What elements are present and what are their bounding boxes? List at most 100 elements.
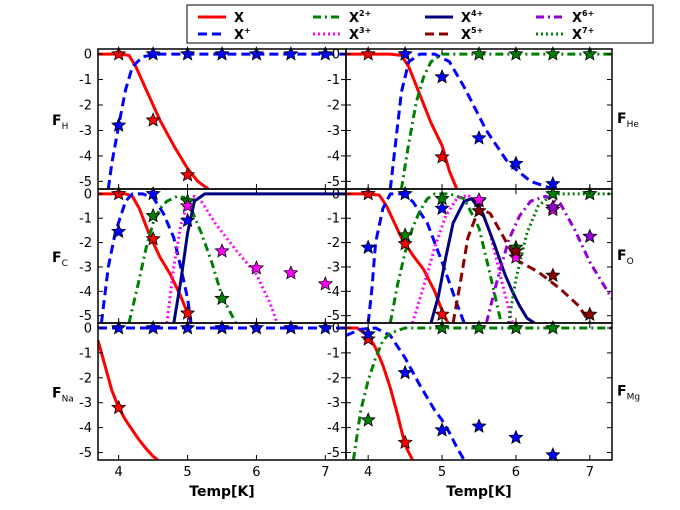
star-marker-O-X5 xyxy=(508,243,524,258)
panel-Mg: 0 -1 -2 -3 -4 -5 4 5 6 7 FMg xyxy=(327,319,640,480)
star-marker-O-X1 xyxy=(397,185,413,201)
series-line-O-X5 xyxy=(451,207,592,323)
star-marker-Mg-X2 xyxy=(545,319,561,335)
x-tick-label: 4 xyxy=(115,465,123,480)
legend-item-X1: X+ xyxy=(198,26,251,43)
star-marker-He-X2 xyxy=(545,46,561,61)
star-marker-Mg-X1 xyxy=(397,364,413,380)
star-marker-H-X xyxy=(179,166,196,182)
y-tick-label: -3 xyxy=(79,260,92,275)
panel-C: 0 -1 -2 -3 -4 -5 FC xyxy=(52,185,347,324)
star-marker-C-X3 xyxy=(283,265,299,280)
star-marker-Mg-X2 xyxy=(471,319,487,335)
star-marker-O-X5 xyxy=(471,202,487,218)
y-tick-label: -1 xyxy=(79,73,92,88)
x-axis-label-left: Temp[K] xyxy=(189,484,254,500)
legend-label: X7+ xyxy=(572,26,594,43)
star-marker-O-X6 xyxy=(545,199,561,214)
star-marker-Mg-X xyxy=(360,331,376,346)
y-tick-label: -2 xyxy=(79,99,92,114)
x-tick-label: 7 xyxy=(586,465,594,480)
legend-item-X3: X3+ xyxy=(313,26,371,43)
star-marker-C-X1 xyxy=(110,223,127,239)
star-marker-Mg-X2 xyxy=(360,412,376,427)
star-marker-O-X5 xyxy=(545,267,561,283)
panel-grid: 0 -1 -2 -3 -4 -5 FH 0 -1 -2 -3 -4 -5 FHe 0 -1 -2 -3 -4 -5 FC… xyxy=(52,46,640,480)
legend-item-X4: X4+ xyxy=(425,9,483,26)
series-line-Mg-X2 xyxy=(351,326,612,460)
legend-label: X xyxy=(234,11,244,26)
legend: XX+ X2+X3+ X4+X5+ X6+X7+ xyxy=(186,4,654,44)
star-marker-C-X3 xyxy=(248,260,265,275)
x-tick-label: 5 xyxy=(183,465,191,480)
star-marker-H-X xyxy=(145,112,161,127)
legend-item-X: X xyxy=(198,11,244,26)
x-tick-label: 7 xyxy=(321,465,329,480)
y-tick-label: -5 xyxy=(327,175,340,190)
y-tick-label: -1 xyxy=(327,346,340,361)
panel-label-He: FHe xyxy=(617,111,639,130)
star-marker-He-X xyxy=(434,149,450,164)
y-tick-label: -1 xyxy=(327,212,340,227)
y-tick-label: -5 xyxy=(79,309,92,324)
star-marker-Mg-X1 xyxy=(360,326,376,341)
legend-label: X5+ xyxy=(461,26,483,43)
y-tick-label: -2 xyxy=(327,236,340,251)
panel-frame xyxy=(345,322,613,461)
y-tick-label: -4 xyxy=(79,149,92,164)
star-marker-Mg-X1 xyxy=(545,446,561,462)
star-marker-C-X1 xyxy=(145,185,161,201)
panel-H: 0 -1 -2 -3 -4 -5 FH xyxy=(52,46,347,190)
panel-label-O: FO xyxy=(617,248,634,267)
star-marker-C-X3 xyxy=(214,243,230,258)
y-tick-label: 0 xyxy=(332,187,340,202)
y-tick-label: -3 xyxy=(327,124,340,139)
series-line-C-X2 xyxy=(127,194,238,323)
star-marker-O-X2 xyxy=(397,227,413,242)
star-marker-Na-X1 xyxy=(145,319,161,335)
legend-label: X+ xyxy=(234,26,251,43)
y-tick-label: -1 xyxy=(327,73,340,88)
y-tick-label: 0 xyxy=(332,48,340,63)
series-line-Na-X xyxy=(98,339,159,460)
legend-item-X6: X6+ xyxy=(536,9,594,26)
star-marker-O-X6 xyxy=(582,228,598,244)
legend-label: X2+ xyxy=(349,9,371,26)
star-marker-O-X xyxy=(397,235,413,251)
star-marker-O-X2 xyxy=(545,185,561,201)
star-marker-C-X3 xyxy=(317,275,334,291)
star-marker-Na-X1 xyxy=(214,319,230,335)
y-tick-label: -4 xyxy=(79,421,92,436)
panel-O: 0 -1 -2 -3 -4 -5 FO xyxy=(327,185,634,324)
y-tick-label: -3 xyxy=(327,260,340,275)
star-marker-O-X3 xyxy=(508,249,524,264)
panel-Na: 0 -1 -2 -3 -4 -5 4 5 6 7 FNa xyxy=(52,319,347,480)
y-tick-label: -3 xyxy=(79,396,92,411)
panel-frame xyxy=(97,48,347,190)
series-line-C-X4 xyxy=(172,192,346,323)
star-marker-H-X1 xyxy=(145,46,161,61)
y-tick-label: -2 xyxy=(327,99,340,114)
y-tick-label: -5 xyxy=(79,446,92,461)
legend-item-X5: X5+ xyxy=(425,26,483,43)
y-tick-label: -1 xyxy=(79,346,92,361)
y-tick-label: -3 xyxy=(327,396,340,411)
series-line-H-X1 xyxy=(106,52,346,189)
star-marker-Mg-X1 xyxy=(508,429,524,445)
legend-label: X6+ xyxy=(572,9,594,26)
y-tick-label: -4 xyxy=(79,285,92,300)
series-line-He-X2 xyxy=(399,52,612,189)
y-tick-label: -5 xyxy=(327,309,340,324)
x-tick-label: 5 xyxy=(438,465,446,480)
star-marker-C-X3 xyxy=(179,198,196,213)
series-line-O-X2 xyxy=(388,192,503,323)
panel-label-Mg: FMg xyxy=(617,384,640,403)
y-tick-label: -2 xyxy=(327,371,340,386)
y-tick-label: 0 xyxy=(84,187,92,202)
series-line-O-X7 xyxy=(507,192,612,323)
star-marker-He-X1 xyxy=(434,68,450,84)
star-marker-O-X5 xyxy=(582,306,598,321)
star-marker-He-X2 xyxy=(471,46,487,61)
star-marker-He-X1 xyxy=(471,130,487,145)
